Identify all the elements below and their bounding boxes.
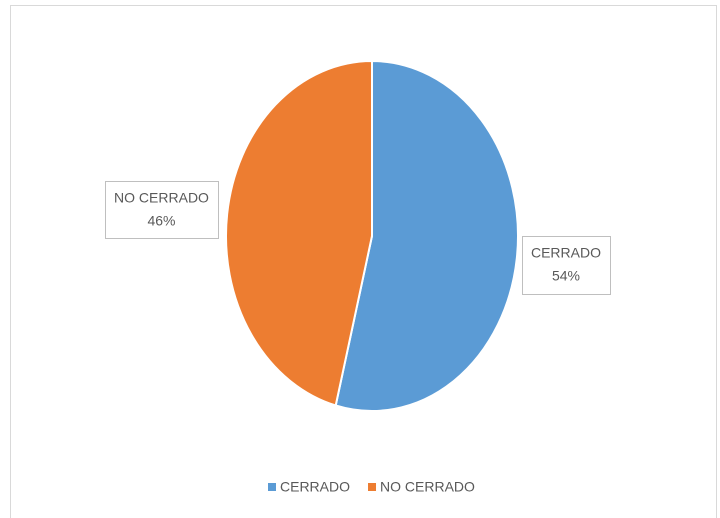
pie-slice (334, 59, 519, 412)
data-label-category: CERRADO (531, 245, 601, 261)
legend-swatch (268, 483, 276, 491)
data-label-category: NO CERRADO (114, 190, 209, 206)
data-label-value: 46% (147, 213, 175, 229)
legend-label: CERRADO (280, 479, 350, 495)
legend-swatch (368, 483, 377, 491)
legend-label: NO CERRADO (380, 479, 475, 495)
pie-slice (225, 59, 373, 407)
data-label-value: 54% (552, 268, 580, 284)
data-label-box (105, 181, 219, 239)
data-label-box (522, 236, 611, 295)
